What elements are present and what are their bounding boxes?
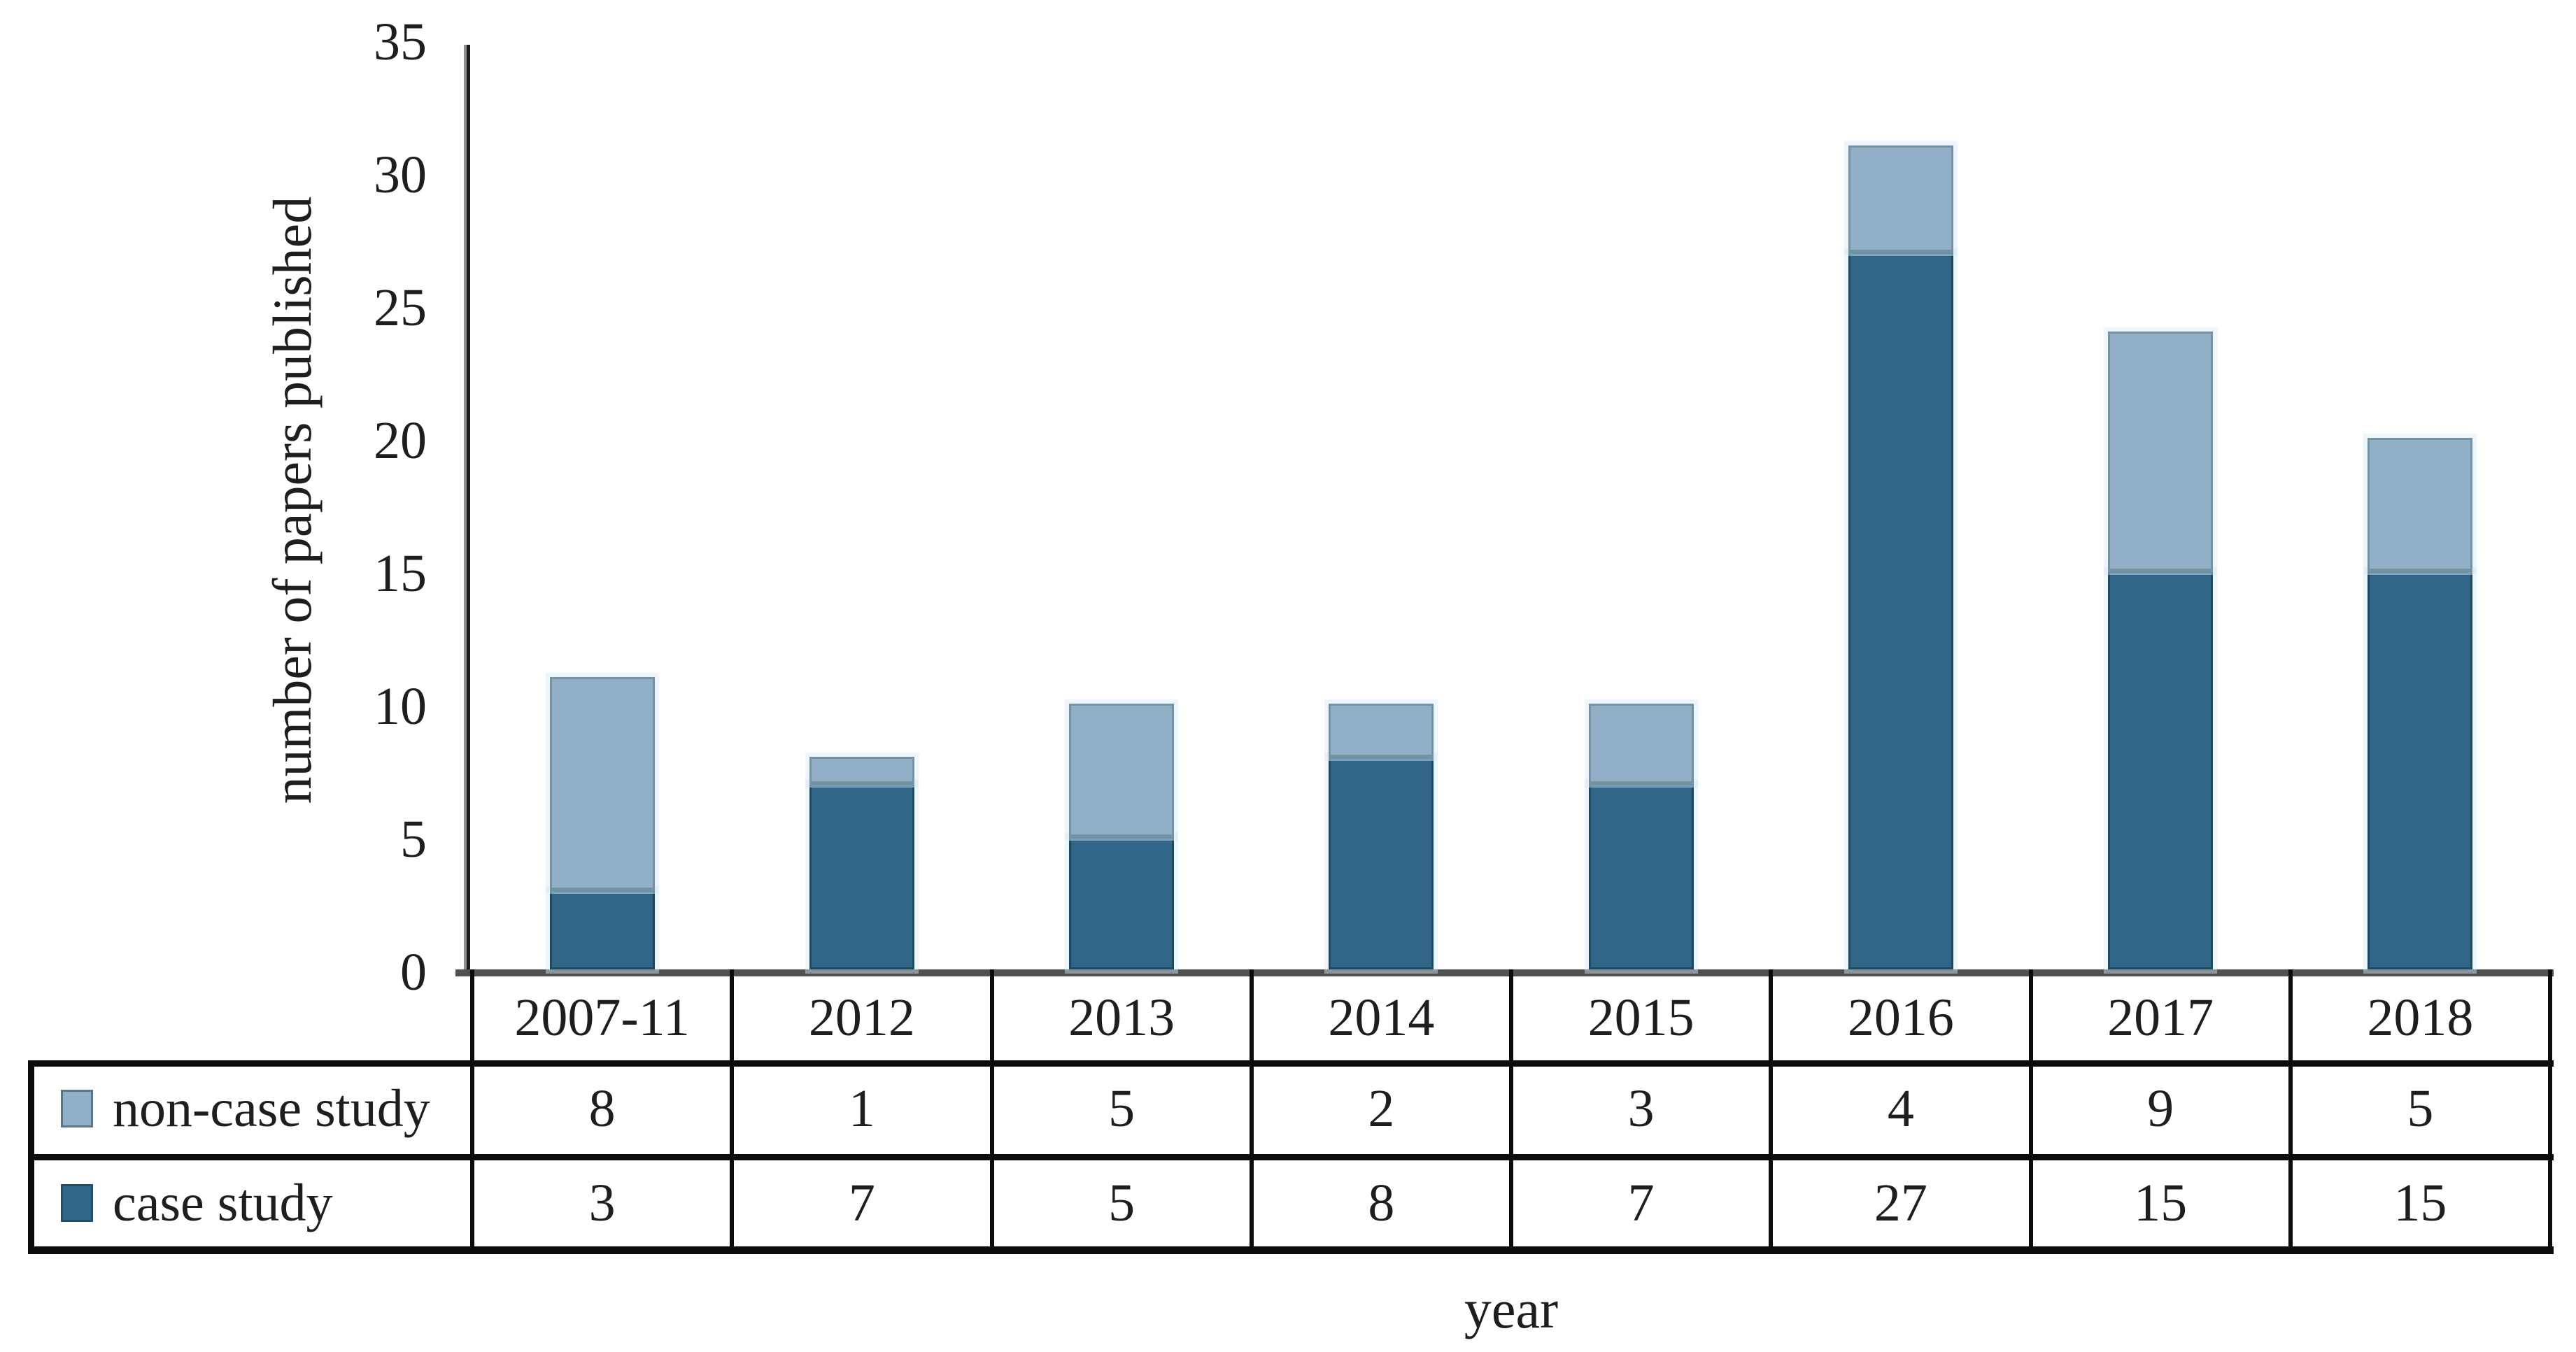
table-vertical-border bbox=[730, 969, 735, 1254]
table-value-cell: 15 bbox=[2134, 1174, 2188, 1232]
table-vertical-border bbox=[470, 969, 474, 1254]
bar-segment-non-case-study-2007-11 bbox=[549, 677, 655, 890]
y-tick-label-5: 5 bbox=[400, 810, 427, 869]
year-header-cell: 2016 bbox=[1847, 988, 1954, 1047]
bar-segment-case-study-2007-11 bbox=[549, 890, 655, 969]
legend-label: case study bbox=[113, 1173, 333, 1232]
bar-segment-non-case-study-2014 bbox=[1329, 704, 1434, 757]
table-vertical-border bbox=[2028, 969, 2033, 1254]
bar-segment-case-study-2016 bbox=[1848, 252, 1953, 969]
table-horizontal-border bbox=[28, 1154, 2554, 1160]
table-vertical-border bbox=[1769, 969, 1774, 1254]
table-value-cell: 5 bbox=[2407, 1079, 2434, 1138]
bar-segment-case-study-2013 bbox=[1069, 837, 1175, 969]
bar-segment-non-case-study-2016 bbox=[1848, 145, 1953, 252]
legend-label: non-case study bbox=[113, 1079, 430, 1138]
bar-segment-non-case-study-2017 bbox=[2108, 332, 2214, 571]
table-value-cell: 5 bbox=[1108, 1079, 1135, 1138]
table-vertical-border bbox=[989, 969, 994, 1254]
bar-segment-non-case-study-2012 bbox=[809, 757, 914, 783]
x-axis-title: year bbox=[1464, 1279, 1559, 1339]
table-value-cell: 5 bbox=[1108, 1174, 1135, 1232]
table-value-cell: 3 bbox=[588, 1174, 616, 1232]
year-header-cell: 2013 bbox=[1068, 988, 1175, 1047]
table-horizontal-border bbox=[28, 1060, 2554, 1067]
y-tick-label-10: 10 bbox=[374, 677, 427, 736]
table-value-cell: 4 bbox=[1887, 1079, 1914, 1138]
bar-segment-non-case-study-2018 bbox=[2368, 438, 2473, 571]
year-header-cell: 2017 bbox=[2107, 988, 2214, 1047]
y-tick-label-20: 20 bbox=[374, 411, 427, 470]
table-left-border bbox=[28, 1060, 34, 1254]
x-axis-line bbox=[455, 969, 2554, 976]
bar-segment-case-study-2014 bbox=[1329, 757, 1434, 969]
legend-swatch-non-case-study bbox=[61, 1090, 93, 1127]
legend-cell-non-case-study: non-case study bbox=[34, 1066, 472, 1151]
table-vertical-border bbox=[2548, 969, 2552, 1254]
table-horizontal-border bbox=[28, 1246, 2554, 1254]
year-header-cell: 2007-11 bbox=[514, 988, 690, 1047]
bar-segment-non-case-study-2015 bbox=[1588, 704, 1694, 783]
bar-segment-case-study-2017 bbox=[2108, 571, 2214, 969]
table-vertical-border bbox=[1509, 969, 1513, 1254]
year-header-cell: 2018 bbox=[2367, 988, 2474, 1047]
bar-segment-case-study-2018 bbox=[2368, 571, 2473, 969]
year-header-cell: 2014 bbox=[1328, 988, 1435, 1047]
legend-swatch-case-study bbox=[61, 1184, 93, 1222]
table-value-cell: 27 bbox=[1874, 1174, 1927, 1232]
year-header-cell: 2015 bbox=[1587, 988, 1694, 1047]
y-tick-label-35: 35 bbox=[374, 13, 427, 71]
legend-cell-case-study: case study bbox=[34, 1162, 472, 1244]
table-value-cell: 1 bbox=[848, 1079, 875, 1138]
bar-segment-non-case-study-2013 bbox=[1069, 704, 1175, 837]
table-vertical-border bbox=[2288, 969, 2293, 1254]
table-value-cell: 7 bbox=[1627, 1174, 1655, 1232]
table-vertical-border bbox=[1249, 969, 1254, 1254]
bar-segment-case-study-2015 bbox=[1588, 783, 1694, 969]
y-tick-label-15: 15 bbox=[374, 544, 427, 603]
year-header-cell: 2012 bbox=[808, 988, 915, 1047]
table-value-cell: 9 bbox=[2147, 1079, 2174, 1138]
bar-segment-case-study-2012 bbox=[809, 783, 914, 969]
table-value-cell: 2 bbox=[1368, 1079, 1395, 1138]
table-value-cell: 8 bbox=[1368, 1174, 1395, 1232]
y-axis-line bbox=[464, 45, 470, 972]
y-tick-label-25: 25 bbox=[374, 278, 427, 337]
y-tick-label-0: 0 bbox=[400, 943, 427, 1002]
table-value-cell: 7 bbox=[848, 1174, 875, 1232]
table-value-cell: 8 bbox=[588, 1079, 616, 1138]
table-value-cell: 3 bbox=[1627, 1079, 1655, 1138]
y-tick-label-30: 30 bbox=[374, 145, 427, 204]
table-value-cell: 15 bbox=[2393, 1174, 2447, 1232]
